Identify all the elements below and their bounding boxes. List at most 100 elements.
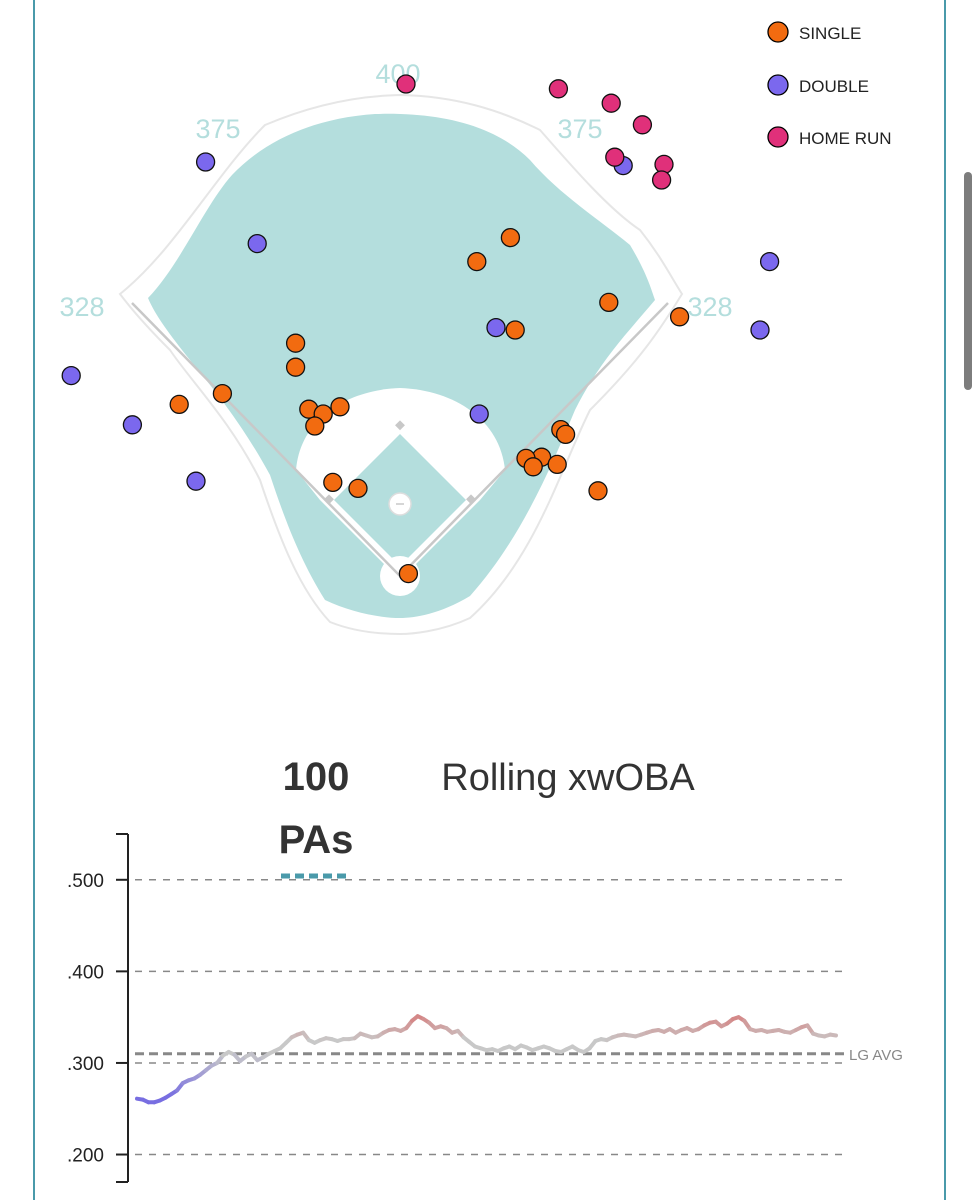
xwoba-line-segment (375, 1030, 386, 1039)
scrollbar-thumb[interactable] (964, 172, 972, 390)
foul-line-left (131, 302, 401, 577)
xwoba-line-segment (725, 1017, 735, 1026)
xwoba-line-segment (398, 1026, 409, 1033)
xwoba-line-segment (186, 1076, 197, 1083)
third-base (324, 494, 334, 505)
hit-point-double (759, 251, 780, 272)
xwoba-line-segment (599, 1037, 609, 1043)
xwoba-line-segment (306, 1038, 317, 1045)
xwoba-line-segment (702, 1020, 712, 1028)
hit-point-home-run (651, 170, 672, 190)
xwoba-line-segment (713, 1019, 724, 1029)
hit-point-single (467, 251, 487, 272)
hit-point-home-run (632, 115, 653, 135)
legend-double-label: DOUBLE (799, 77, 869, 96)
xwoba-line-segment (782, 1029, 793, 1035)
xwoba-line-segment (748, 1027, 758, 1033)
xwoba-line-segment (318, 1036, 329, 1043)
y-tick-label: .200 (67, 1146, 104, 1167)
xwoba-line-segment (610, 1033, 621, 1040)
hit-point-single (330, 397, 350, 417)
foul-line-right (399, 302, 669, 577)
xwoba-line-segment (347, 1036, 357, 1042)
xwoba-line-segment (157, 1095, 168, 1103)
xwoba-line-segment (581, 1046, 592, 1054)
xwoba-line-segment (793, 1025, 804, 1032)
hit-points (61, 74, 780, 584)
hit-point-single (348, 478, 368, 499)
legend-home-run-marker (767, 126, 789, 148)
xwoba-line-segment (616, 1032, 626, 1038)
xwoba-line-segment (742, 1018, 753, 1032)
field-grass (148, 113, 655, 618)
xwoba-line-segment (175, 1081, 185, 1093)
xwoba-line-segment (518, 1043, 529, 1050)
xwoba-line-segment (765, 1028, 775, 1034)
hit-point-single (212, 383, 233, 404)
xwoba-line-segment (696, 1023, 707, 1032)
xwoba-line-segment (226, 1050, 237, 1057)
hit-point-single (523, 457, 543, 477)
xwoba-line-segment (266, 1049, 277, 1056)
xwoba-line-segment (329, 1037, 340, 1043)
hit-point-home-run (396, 74, 416, 94)
xwoba-line-segment (587, 1039, 598, 1051)
xwoba-line-segment (163, 1092, 174, 1100)
xwoba-line-segment (392, 1027, 403, 1033)
xwoba-line-segment (719, 1021, 730, 1029)
xwoba-line-segment (324, 1036, 334, 1042)
league-average-label: LG AVG (849, 1047, 903, 1064)
xwoba-line-segment (553, 1049, 563, 1054)
xwoba-line-segment (404, 1018, 414, 1031)
hit-point-single (555, 424, 576, 445)
xwoba-line-segment (450, 1028, 460, 1035)
hit-point-single (285, 357, 306, 377)
xwoba-line-segment (662, 1027, 672, 1034)
xwoba-line-segment (484, 1047, 495, 1053)
hit-point-single (547, 454, 567, 475)
xwoba-line-segment (427, 1020, 437, 1031)
y-tick-label: .500 (67, 871, 104, 892)
xwoba-line-segment (369, 1034, 380, 1040)
hit-point-double (469, 404, 489, 424)
xwoba-line-segment (811, 1031, 821, 1038)
xwoba-line-segment (593, 1037, 604, 1043)
xwoba-line-segment (673, 1028, 684, 1035)
frame-right-border (944, 0, 946, 1200)
xwoba-line-segment (461, 1035, 472, 1044)
hit-point-double (750, 320, 770, 340)
xwoba-line-segment (799, 1023, 810, 1030)
xwoba-line-segment (455, 1028, 466, 1040)
window-size-unit[interactable]: PAs (279, 818, 354, 862)
window-size-number[interactable]: 100 (283, 755, 350, 799)
xwoba-line-segment (776, 1028, 787, 1034)
xwoba-line-segment (536, 1044, 546, 1051)
xwoba-line-segment (169, 1088, 180, 1097)
xwoba-line-segment (501, 1044, 512, 1051)
xwoba-line-segment (215, 1053, 225, 1065)
xwoba-line-segment (513, 1043, 523, 1052)
xwoba-line-segment (679, 1026, 689, 1032)
hit-point-single (669, 307, 690, 327)
xwoba-line-segment (759, 1028, 770, 1034)
xwoba-line-segment (690, 1027, 701, 1033)
xwoba-line-segment (530, 1046, 541, 1053)
y-tick-label: .400 (67, 962, 104, 983)
xwoba-line-segment (650, 1028, 661, 1033)
y-tick-label: .300 (67, 1054, 104, 1075)
xwoba-line-segment (312, 1038, 323, 1045)
xwoba-line-segment (243, 1051, 254, 1059)
xwoba-line-segment (667, 1027, 678, 1035)
xwoba-line-segment (364, 1033, 374, 1040)
xwoba-line-segment (685, 1026, 695, 1033)
xwoba-line-segment (203, 1063, 214, 1073)
xwoba-line-segment (335, 1037, 346, 1043)
xwoba-line-segment (387, 1027, 397, 1032)
xwoba-line-segment (238, 1054, 248, 1064)
xwoba-line-segment (541, 1044, 552, 1051)
xwoba-line-segment (467, 1039, 477, 1049)
xwoba-line-segment (771, 1028, 781, 1033)
hit-point-double (486, 317, 506, 338)
xwoba-line-segment (352, 1031, 363, 1041)
hit-point-single (588, 481, 608, 501)
